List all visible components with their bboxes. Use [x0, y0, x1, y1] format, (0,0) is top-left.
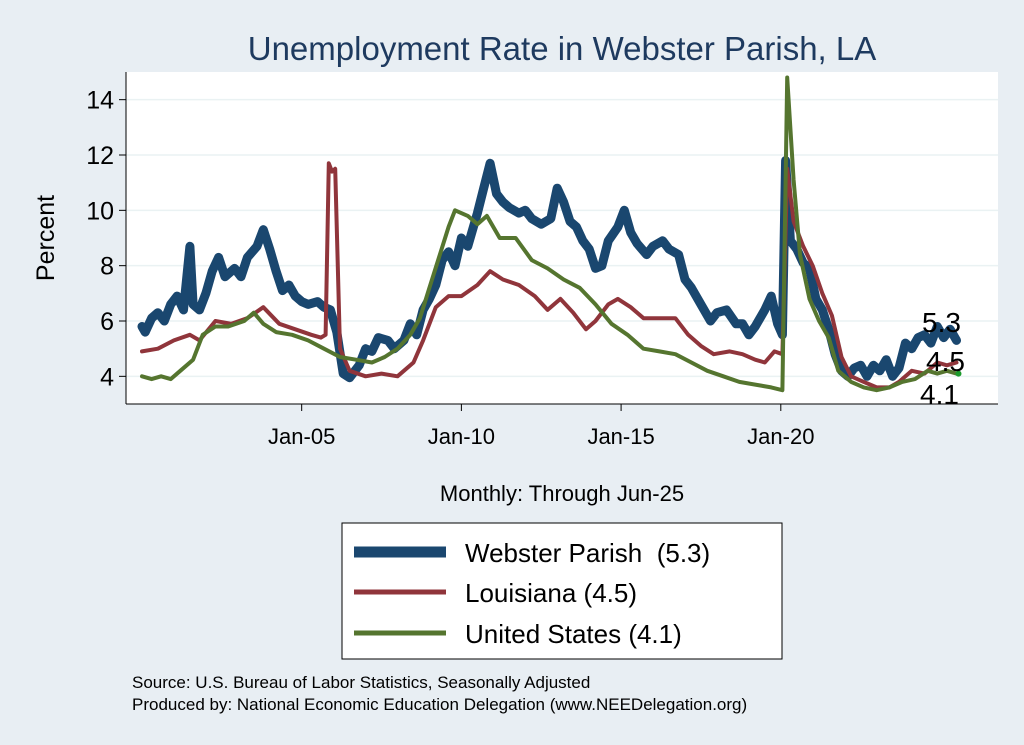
end-label-webster-parish: 5.3	[922, 307, 961, 338]
source-note: Source: U.S. Bureau of Labor Statistics,…	[132, 673, 590, 692]
y-tick-label-8: 8	[100, 253, 114, 281]
x-tick-label-Jan-20: Jan-20	[747, 424, 814, 449]
y-tick-label-12: 12	[86, 142, 114, 170]
legend-label-webster: Webster Parish (5.3)	[465, 538, 710, 568]
end-label-louisiana: 4.5	[926, 346, 965, 377]
x-axis-label: Monthly: Through Jun-25	[440, 481, 684, 506]
produced-note: Produced by: National Economic Education…	[132, 695, 747, 714]
x-tick-label-Jan-05: Jan-05	[268, 424, 335, 449]
legend-label-louisiana: Louisiana (4.5)	[465, 578, 637, 608]
legend: Webster Parish (5.3) Louisiana (4.5) Uni…	[341, 522, 783, 660]
series-layer	[137, 75, 962, 393]
plot-area	[126, 72, 998, 404]
y-axis-label: Percent	[32, 195, 60, 281]
end-marker-united-states	[955, 370, 962, 377]
x-ticks: Jan-05 Jan-10 Jan-15 Jan-20	[268, 404, 814, 449]
series-line-louisiana	[140, 161, 959, 390]
chart-title: Unemployment Rate in Webster Parish, LA	[248, 30, 877, 67]
series-line-united-states	[140, 75, 959, 393]
y-tick-label-10: 10	[86, 197, 114, 225]
y-tick-label-4: 4	[100, 363, 114, 391]
y-tick-label-6: 6	[100, 308, 114, 336]
x-tick-label-Jan-15: Jan-15	[587, 424, 654, 449]
y-ticks: 4 6 8 10 12 14	[86, 87, 126, 391]
y-tick-label-14: 14	[86, 87, 114, 115]
x-tick-label-Jan-10: Jan-10	[428, 424, 495, 449]
series-line-webster-parish	[137, 156, 961, 383]
legend-label-united-states: United States (4.1)	[465, 619, 682, 649]
end-label-united-states: 4.1	[920, 379, 959, 410]
end-labels: 5.3 4.54.1	[920, 307, 965, 410]
